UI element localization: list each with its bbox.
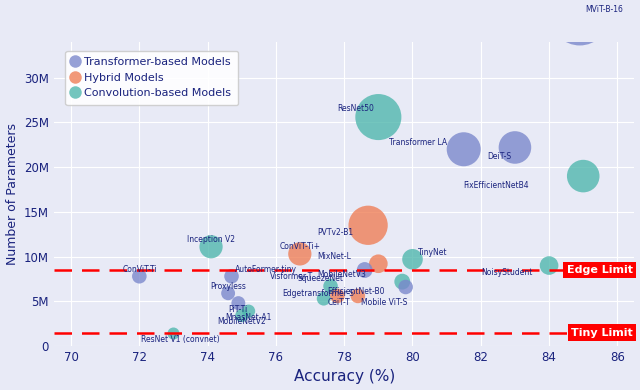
Point (227, 273, 237, 279)
Point (319, 296, 329, 302)
Point (373, 261, 383, 267)
Text: ConViT-Ti+: ConViT-Ti+ (279, 242, 320, 251)
Text: ResNet50: ResNet50 (337, 105, 374, 113)
Text: MobileNetV3: MobileNetV3 (317, 270, 366, 279)
Text: MViT-B-16: MViT-B-16 (585, 5, 623, 14)
Text: Visformer-T: Visformer-T (270, 272, 314, 281)
Point (575, 13, 585, 19)
Text: SqueezeNet: SqueezeNet (298, 275, 343, 284)
Point (397, 278, 408, 285)
Text: Tiny Limit: Tiny Limit (571, 328, 633, 338)
Point (408, 256, 418, 262)
Text: PVTv2-B1: PVTv2-B1 (317, 228, 353, 237)
Point (401, 284, 411, 290)
Text: Inception V2: Inception V2 (187, 235, 235, 244)
Point (332, 293, 342, 299)
Text: MnasNet-A1: MnasNet-A1 (225, 313, 272, 322)
Text: FixEfficientNetB4: FixEfficientNetB4 (464, 181, 529, 190)
Point (134, 273, 145, 279)
Point (168, 330, 179, 337)
Text: Edgetransformer-S: Edgetransformer-S (283, 289, 355, 298)
Text: Transformer LA: Transformer LA (388, 138, 447, 147)
Text: CeiT-T: CeiT-T (327, 298, 350, 307)
Point (243, 308, 253, 314)
Point (360, 267, 370, 273)
Text: ConViT-Ti: ConViT-Ti (122, 264, 157, 273)
Point (325, 283, 335, 289)
Point (353, 293, 363, 299)
Point (459, 146, 469, 152)
X-axis label: Accuracy (%): Accuracy (%) (294, 369, 395, 385)
Point (294, 251, 305, 257)
Text: EfficientNet-B0: EfficientNet-B0 (327, 287, 385, 296)
Text: ResNet V1 (convnet): ResNet V1 (convnet) (141, 335, 220, 344)
Text: DeiT-S: DeiT-S (488, 152, 512, 161)
Point (578, 173, 588, 179)
Point (206, 244, 216, 250)
Text: Edge Limit: Edge Limit (567, 265, 633, 275)
Point (237, 312, 247, 319)
Text: MobileNetV2: MobileNetV2 (218, 317, 266, 326)
Point (363, 222, 373, 229)
Legend: Transformer-based Models, Hybrid Models, Convolution-based Models: Transformer-based Models, Hybrid Models,… (65, 51, 238, 105)
Point (373, 114, 383, 120)
Text: PiT-Ti: PiT-Ti (228, 305, 248, 314)
Point (544, 262, 554, 269)
Point (510, 144, 520, 151)
Text: Mobile ViT-S: Mobile ViT-S (362, 298, 408, 307)
Text: MixNet-L: MixNet-L (317, 252, 351, 261)
Y-axis label: Number of Parameters: Number of Parameters (6, 123, 19, 265)
Point (223, 290, 233, 296)
Point (233, 300, 243, 306)
Text: TinyNet: TinyNet (418, 248, 447, 257)
Text: Proxyless: Proxyless (210, 282, 246, 291)
Text: AutoFormer-tiny: AutoFormer-tiny (235, 264, 297, 273)
Text: NoisyStudent: NoisyStudent (481, 268, 532, 277)
